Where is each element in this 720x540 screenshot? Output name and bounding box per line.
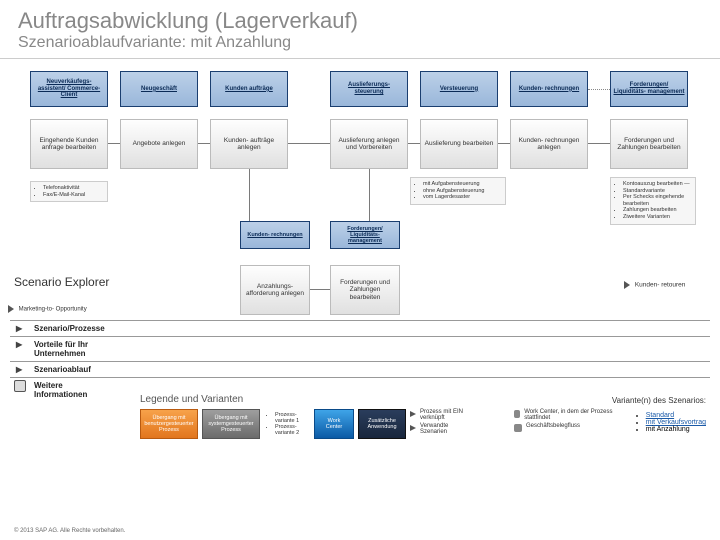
connector [249, 169, 250, 221]
lane-header: Kunden aufträge [210, 71, 288, 107]
activity-box[interactable]: Anzahlungs- afforderung anlegen [240, 265, 310, 315]
connector [408, 143, 420, 144]
lane-header: Neugeschäft [120, 71, 198, 107]
lane-header: Versteuerung [420, 71, 498, 107]
external-link-text[interactable]: Kunden- retouren [624, 281, 694, 289]
legend-key: Work Center, in dem der Prozess stattfin… [514, 409, 614, 434]
chevron-right-icon: ▶ [16, 365, 22, 374]
arrow-icon [410, 425, 416, 431]
legend-additional-app: Zusätzliche Anwendung [358, 409, 406, 439]
variants-title: Variante(n) des Szenarios: [612, 396, 706, 405]
connector [310, 289, 330, 290]
connector [198, 143, 210, 144]
variants-list: Standard mit Verkaufsvortrag mit Anzahlu… [634, 412, 706, 433]
lane-header: Forderungen/ Liquiditäts- management [610, 71, 688, 107]
copyright-footer: © 2013 SAP AG. Alle Rechte vorbehalten. [14, 528, 125, 534]
section-label: Szenario/Prozesse [34, 324, 105, 333]
note-item: Ziweitere Varianten [623, 214, 691, 221]
arrow-icon [410, 411, 416, 417]
lane-header-small: Forderungen/ Liquiditäts- management [330, 221, 400, 249]
connector [108, 143, 120, 144]
note-item: Fax/E-Mail-Kanal [43, 192, 103, 199]
note-item: ohne Aufgabensteuerung [423, 188, 501, 195]
connector [369, 169, 370, 221]
variant-link[interactable]: mit Verkaufsvortrag [646, 419, 706, 426]
external-label: Marketing-to- Opportunity [19, 307, 87, 313]
chevron-right-icon: ▶ [16, 324, 22, 333]
page: Auftragsabwicklung (Lagerverkauf) Szenar… [0, 0, 720, 540]
square-icon [514, 424, 522, 432]
external-link-text[interactable]: Marketing-to- Opportunity [8, 305, 87, 313]
legend-variant-list: Prozess- variante 1 Prozess- variante 2 [264, 409, 310, 439]
note-item: Kontoauszug bearbeiten — [623, 181, 691, 188]
activity-box[interactable]: Auslieferung bearbeiten [420, 119, 498, 169]
note-item: Telefonaktivität [43, 185, 103, 192]
note-box: Telefonaktivität Fax/E-Mail-Kanal [30, 181, 108, 202]
connector [288, 143, 330, 144]
section-label: Vorteile für Ihr Unternehmen [34, 340, 88, 358]
activity-box[interactable]: Kunden- aufträge anlegen [210, 119, 288, 169]
activity-box[interactable]: Kunden- rechnungen anlegen [510, 119, 588, 169]
section-row[interactable]: ▶ Szenario/Prozesse [10, 320, 710, 336]
activity-box[interactable]: Forderungen und Zahlungen bearbeiten [330, 265, 400, 315]
note-box: Kontoauszug bearbeiten — Standardvariant… [610, 177, 696, 225]
external-label: Kunden- retouren [635, 282, 686, 289]
connector [588, 143, 610, 144]
note-item: vom Lagerdesaster [423, 194, 501, 201]
legend-key: Prozess mit EIN verknüpft Verwandte Szen… [410, 409, 510, 437]
legend-key-label: Work Center, in dem der Prozess stattfin… [524, 409, 614, 421]
legend-key-label: Prozess mit EIN verknüpft [420, 409, 463, 421]
variant-current: mit Anzahlung [646, 426, 690, 433]
legend-items: Übergang mit benutzergesteuerter Prozess… [140, 409, 710, 439]
legend-workcenter: Work Center [314, 409, 354, 439]
note-item: Standardvariante [623, 188, 691, 195]
legend-variant-item: Prozess- variante 2 [275, 424, 307, 436]
section-row[interactable]: ▶ Szenarioablauf [10, 361, 710, 377]
page-title: Auftragsabwicklung (Lagerverkauf) [0, 0, 720, 34]
lane-header-small: Kunden- rechnungen [240, 221, 310, 249]
scenario-explorer-title: Scenario Explorer [14, 275, 109, 289]
lane-header: Auslieferungs- steuerung [330, 71, 408, 107]
chevron-right-icon: ▶ [16, 340, 22, 349]
connector [498, 143, 510, 144]
activity-box[interactable]: Eingehende Kunden anfrage bearbeiten [30, 119, 108, 169]
activity-box[interactable]: Auslieferung anlegen und Vorbereiten [330, 119, 408, 169]
square-icon [514, 410, 520, 418]
activity-box[interactable]: Angebote anlegen [120, 119, 198, 169]
legend-user-process: Übergang mit benutzergesteuerter Prozess [140, 409, 198, 439]
legend-key-label: Geschäftsbelegfluss [526, 423, 580, 429]
activity-box[interactable]: Forderungen und Zahlungen bearbeiten [610, 119, 688, 169]
section-label: Weitere Informationen [34, 381, 87, 399]
section-row[interactable]: ▶ Vorteile für Ihr Unternehmen [10, 336, 710, 361]
lane-header: Neuverkäufegs-assistent/ Commerce-Client [30, 71, 108, 107]
note-item: Zahlungen bearbeiten [623, 207, 691, 214]
legend-variant-item: Prozess- variante 1 [275, 412, 307, 424]
note-box: mit Aufgabensteuerung ohne Aufgabensteue… [410, 177, 506, 205]
lane-header: Kunden- rechnungen [510, 71, 588, 107]
note-item: mit Aufgabensteuerung [423, 181, 501, 188]
legend-system-process: Übergang mit systemgesteuerter Prozess [202, 409, 260, 439]
connector-dotted [588, 89, 610, 90]
arrow-right-icon [624, 281, 630, 289]
info-icon [14, 380, 26, 392]
section-label: Szenarioablauf [34, 365, 91, 374]
page-subtitle: Szenarioablaufvariante: mit Anzahlung [0, 34, 720, 59]
note-item: Per Schecks eingehende bearbeiten [623, 194, 691, 207]
variant-link[interactable]: Standard [646, 412, 674, 419]
legend-key-label: Verwandte Szenarien [420, 423, 448, 435]
